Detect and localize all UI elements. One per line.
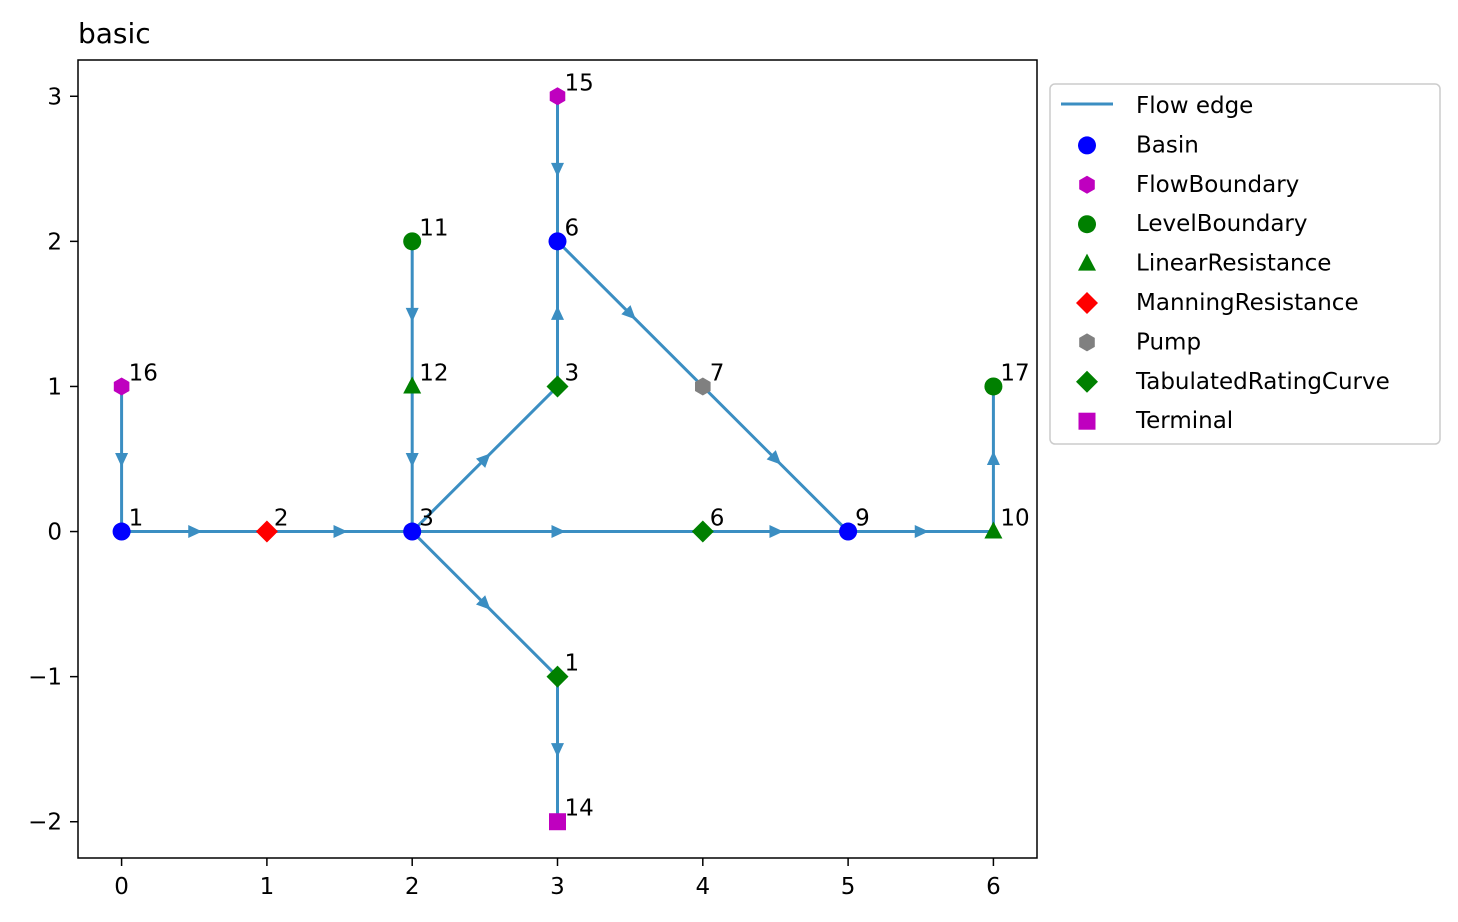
- flow-arrow: [188, 525, 203, 539]
- y-tick-label: 1: [47, 374, 62, 400]
- node-label: 9: [855, 506, 870, 532]
- terminal-node: [549, 813, 566, 831]
- flow-arrow: [621, 305, 636, 320]
- basin-node: [839, 522, 858, 541]
- legend-flow-boundary-swatch: [1079, 175, 1095, 194]
- node-label: 15: [565, 70, 594, 96]
- legend-frame: [1049, 83, 1441, 445]
- basin-node: [548, 232, 567, 251]
- flow-arrow: [476, 595, 491, 610]
- node-label: 7: [710, 360, 725, 386]
- x-tick-label: 6: [986, 874, 1001, 900]
- legend-entry: ManningResistance: [1076, 290, 1359, 316]
- node-label: 12: [419, 360, 448, 386]
- level-boundary-node: [403, 232, 422, 251]
- level-boundary-node: [984, 377, 1003, 396]
- flow-arrow: [551, 305, 564, 320]
- legend-label: FlowBoundary: [1136, 172, 1299, 198]
- legend-pump-swatch: [1079, 333, 1095, 352]
- legend-manning-resistance-swatch: [1076, 292, 1098, 314]
- legend-label: TabulatedRatingCurve: [1135, 369, 1390, 395]
- node-label: 10: [1000, 506, 1029, 532]
- node-label: 2: [274, 506, 289, 532]
- plot-title: basic: [78, 17, 151, 50]
- legend-label: LinearResistance: [1136, 251, 1331, 277]
- y-axis-ticks: −2 −1 0 1 2 3: [28, 84, 78, 836]
- legend-label: LevelBoundary: [1136, 211, 1307, 237]
- node-labels: 1 3 6 9 15 16 11 17 12 10 2 7 3 6 1 14: [129, 70, 1030, 821]
- legend-entry: Pump: [1079, 329, 1201, 355]
- y-tick-label: −1: [28, 665, 62, 691]
- legend-entry: TabulatedRatingCurve: [1076, 369, 1390, 395]
- linear-resistance-node: [403, 376, 422, 394]
- tabulated-rating-curve-node: [546, 375, 569, 398]
- x-tick-label: 4: [695, 874, 710, 900]
- basin-node: [112, 522, 131, 541]
- pump-node: [695, 377, 711, 396]
- legend-entry: FlowBoundary: [1079, 172, 1299, 198]
- y-tick-label: −2: [28, 810, 62, 836]
- legend-entry: LevelBoundary: [1078, 211, 1307, 237]
- tabulated-rating-curve-node: [691, 520, 714, 543]
- node-label: 1: [565, 651, 580, 677]
- legend-entry: Basin: [1078, 132, 1199, 158]
- node-label: 3: [565, 360, 580, 386]
- x-tick-label: 2: [405, 874, 420, 900]
- legend-entry: Terminal: [1078, 408, 1233, 434]
- node-label: 6: [710, 506, 725, 532]
- legend-label: Basin: [1136, 132, 1199, 158]
- legend-basin-swatch: [1078, 136, 1096, 155]
- flow-arrow: [115, 453, 129, 467]
- legend: Flow edge Basin FlowBoundary LevelBoundary L…: [1049, 83, 1441, 445]
- flow-arrow: [551, 743, 564, 758]
- legend-entries: Flow edge Basin FlowBoundary LevelBoundary L…: [1061, 93, 1390, 434]
- basin-node: [403, 522, 422, 541]
- network-nodes: [112, 87, 1003, 831]
- x-tick-label: 1: [260, 874, 275, 900]
- tabulated-rating-curve-node: [546, 665, 569, 688]
- flow-arrow: [986, 451, 1000, 465]
- flow-arrow: [769, 525, 784, 539]
- node-label: 14: [565, 796, 594, 822]
- flow-arrow: [914, 525, 929, 539]
- flow-arrow: [333, 525, 348, 539]
- legend-entry: Flow edge: [1061, 93, 1253, 119]
- node-label: 11: [419, 215, 448, 241]
- legend-label: ManningResistance: [1136, 290, 1359, 316]
- flow-boundary-node: [549, 87, 566, 106]
- node-label: 1: [129, 506, 144, 532]
- legend-label: Flow edge: [1136, 93, 1253, 119]
- node-label: 16: [129, 360, 158, 386]
- flow-arrow: [766, 450, 782, 465]
- legend-linear-resistance-swatch: [1078, 253, 1096, 271]
- legend-terminal-swatch: [1078, 412, 1096, 430]
- legend-label: Terminal: [1135, 408, 1233, 434]
- flow-arrow: [405, 453, 419, 467]
- x-tick-label: 0: [114, 874, 129, 900]
- legend-label: Pump: [1136, 329, 1201, 355]
- x-axis-ticks: 0 1 2 3 4 5 6: [114, 858, 1001, 900]
- flow-boundary-node: [113, 377, 130, 396]
- y-tick-label: 2: [47, 229, 62, 255]
- legend-entry: LinearResistance: [1078, 251, 1331, 277]
- node-label: 3: [419, 506, 434, 532]
- flow-arrow: [551, 525, 566, 539]
- y-tick-label: 0: [47, 520, 62, 546]
- legend-tabulated-rating-curve-swatch: [1076, 370, 1098, 393]
- flow-arrow: [551, 162, 564, 177]
- x-tick-label: 3: [550, 874, 565, 900]
- node-label: 17: [1000, 360, 1029, 386]
- node-label: 6: [565, 215, 580, 241]
- x-tick-label: 5: [841, 874, 856, 900]
- flow-arrow: [405, 307, 419, 322]
- y-tick-label: 3: [47, 84, 62, 110]
- flow-edges: [115, 96, 1000, 822]
- manning-resistance-node: [255, 520, 278, 543]
- flow-arrow: [476, 453, 491, 468]
- linear-resistance-node: [984, 521, 1003, 539]
- legend-level-boundary-swatch: [1078, 215, 1096, 234]
